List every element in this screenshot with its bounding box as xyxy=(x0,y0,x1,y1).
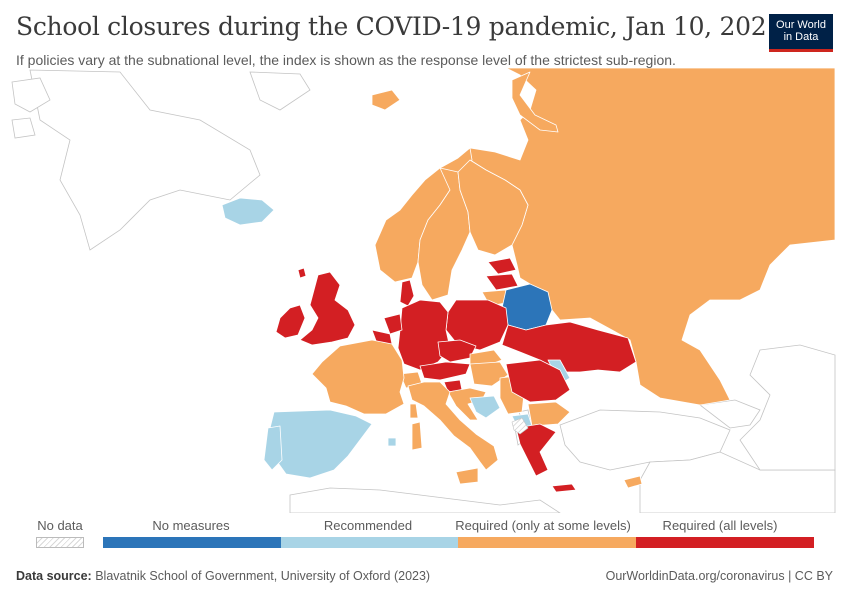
country-greece[interactable] xyxy=(515,423,557,477)
chart-title: School closures during the COVID-19 pand… xyxy=(16,12,782,41)
country-uk[interactable] xyxy=(299,271,356,346)
country-crete[interactable] xyxy=(551,483,577,493)
country-bulgaria[interactable] xyxy=(527,401,571,427)
country-novaya-zemlya[interactable] xyxy=(511,71,559,133)
logo-line-2: in Data xyxy=(783,31,819,43)
country-austria[interactable] xyxy=(419,361,471,381)
country-iceland[interactable] xyxy=(221,197,275,226)
legend-label-required-some: Required (only at some levels) xyxy=(455,518,631,533)
country-netherlands[interactable] xyxy=(383,313,403,335)
country-croatia[interactable] xyxy=(447,387,487,421)
country-denmark[interactable] xyxy=(399,279,415,307)
data-source-label: Data source: xyxy=(16,569,92,583)
owid-link[interactable]: OurWorldinData.org/coronavirus | CC BY xyxy=(605,569,833,583)
country-italy[interactable] xyxy=(407,381,499,471)
caucasus-outline[interactable] xyxy=(699,399,761,429)
country-portugal[interactable] xyxy=(263,425,283,471)
legend-label-required-all: Required (all levels) xyxy=(662,518,778,533)
country-faroe[interactable] xyxy=(297,267,307,279)
greenland-outline[interactable] xyxy=(29,69,261,251)
country-ireland[interactable] xyxy=(275,304,306,339)
country-belarus[interactable] xyxy=(501,283,553,331)
canada-arctic-outline[interactable] xyxy=(11,77,51,113)
owid-logo[interactable]: Our World in Data xyxy=(769,14,833,52)
country-cyprus[interactable] xyxy=(623,475,643,489)
country-latvia[interactable] xyxy=(485,273,519,291)
east-outline[interactable] xyxy=(739,344,836,471)
montenegro-no-data[interactable] xyxy=(511,417,529,435)
country-sardinia[interactable] xyxy=(411,421,423,451)
canada-island-outline[interactable] xyxy=(11,117,36,139)
country-bosnia[interactable] xyxy=(469,395,501,419)
logo-line-1: Our World xyxy=(776,19,826,31)
country-finland[interactable] xyxy=(457,159,529,256)
legend-swatch-required-some[interactable] xyxy=(458,537,636,548)
country-fills xyxy=(221,68,836,493)
country-sicily[interactable] xyxy=(455,467,479,485)
no-data-outlines xyxy=(11,69,836,513)
country-estonia[interactable] xyxy=(487,257,517,275)
country-france[interactable] xyxy=(311,339,405,415)
data-source: Data source: Blavatnik School of Governm… xyxy=(16,569,430,583)
country-germany[interactable] xyxy=(397,299,451,371)
country-spain[interactable] xyxy=(269,409,373,479)
legend-swatch-no-measures[interactable] xyxy=(103,537,281,548)
legend-no-data-swatch[interactable] xyxy=(36,537,84,548)
legend-swatch-required-all[interactable] xyxy=(636,537,814,548)
country-corsica[interactable] xyxy=(409,403,419,419)
country-romania[interactable] xyxy=(505,359,571,403)
country-ukraine[interactable] xyxy=(501,321,637,373)
chart-subtitle: If policies vary at the subnational leve… xyxy=(16,52,676,68)
country-russia[interactable] xyxy=(457,68,836,406)
country-franz-josef[interactable] xyxy=(371,89,401,111)
svalbard-outline[interactable] xyxy=(249,71,311,111)
data-source-text: Blavatnik School of Government, Universi… xyxy=(95,569,431,583)
legend-label-no-measures: No measures xyxy=(152,518,230,533)
no-data-hatch xyxy=(511,417,529,435)
legend-no-data-label: No data xyxy=(37,518,83,533)
europe-map xyxy=(11,68,836,513)
legend-swatch-recommended[interactable] xyxy=(281,537,458,548)
north-africa-outline[interactable] xyxy=(289,487,561,513)
legend-label-recommended: Recommended xyxy=(323,518,413,533)
country-mallorca[interactable] xyxy=(387,437,397,447)
